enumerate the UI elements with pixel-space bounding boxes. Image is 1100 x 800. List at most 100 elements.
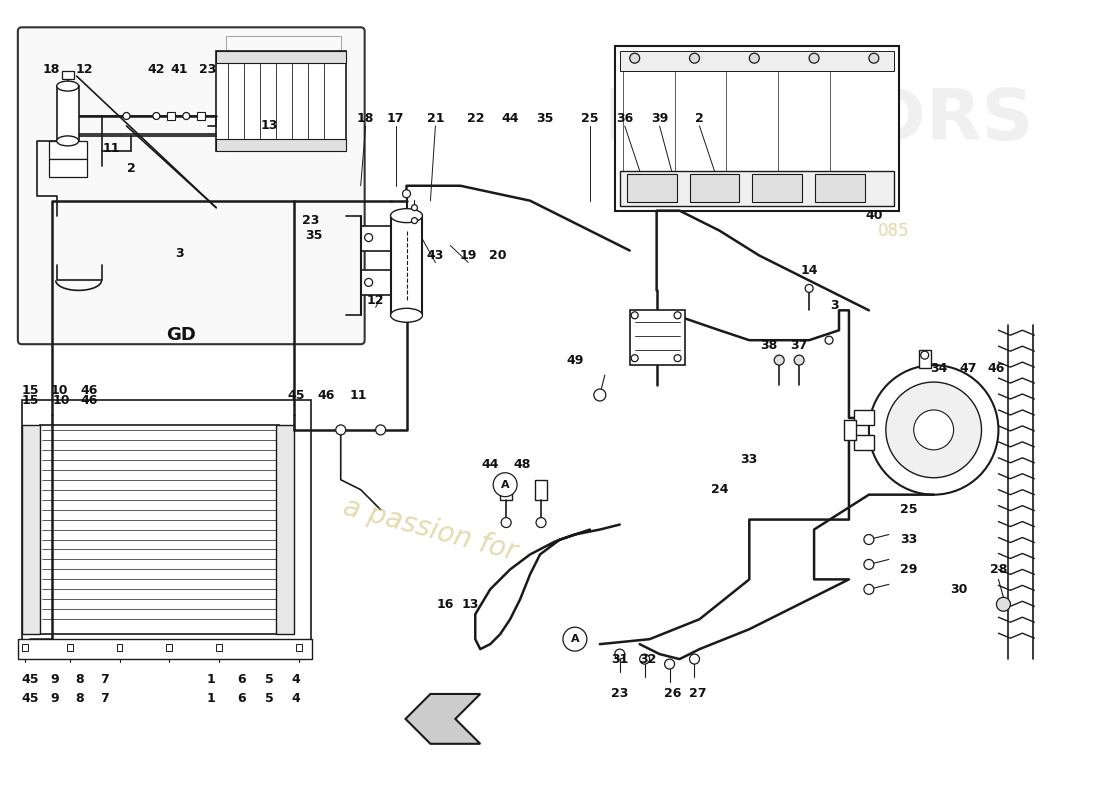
Text: 47: 47 (960, 362, 977, 374)
Text: 27: 27 (689, 687, 706, 701)
Bar (629, 310, 684, 365)
Text: A: A (571, 634, 580, 644)
Bar (40, 425, 279, 634)
Text: 49: 49 (566, 354, 584, 366)
Bar (690, 174, 739, 202)
Circle shape (640, 654, 650, 664)
Circle shape (869, 365, 999, 494)
Text: 43: 43 (427, 249, 444, 262)
Circle shape (615, 649, 625, 659)
Text: 45: 45 (21, 673, 38, 686)
Circle shape (502, 518, 512, 527)
Circle shape (493, 473, 517, 497)
Bar (197, 112, 206, 120)
Text: 23: 23 (612, 687, 628, 701)
Circle shape (364, 234, 373, 242)
Circle shape (825, 336, 833, 344)
Bar (167, 112, 175, 120)
Text: 46: 46 (81, 394, 98, 406)
Ellipse shape (57, 136, 78, 146)
Bar (62, 71, 74, 79)
Text: 9: 9 (51, 693, 59, 706)
Bar (535, 480, 547, 500)
Text: 22: 22 (466, 113, 484, 126)
Bar (918, 350, 931, 368)
Text: 13: 13 (261, 119, 277, 133)
Ellipse shape (390, 209, 422, 222)
Circle shape (631, 312, 638, 318)
Text: 7: 7 (100, 673, 109, 686)
Text: 40: 40 (865, 209, 882, 222)
Text: 3: 3 (175, 247, 184, 260)
Text: 41: 41 (170, 62, 188, 76)
Text: 14: 14 (801, 264, 817, 277)
Bar (276, 425, 294, 634)
Circle shape (411, 218, 418, 224)
Text: 44: 44 (502, 113, 519, 126)
Text: 4: 4 (292, 673, 300, 686)
Text: 28: 28 (990, 563, 1008, 576)
Bar (296, 644, 301, 651)
Text: a passion for: a passion for (340, 493, 520, 566)
Text: 8: 8 (75, 693, 84, 706)
Bar (500, 480, 513, 500)
Text: 24: 24 (711, 483, 728, 496)
Text: 48: 48 (514, 458, 531, 471)
Text: 31: 31 (612, 653, 628, 666)
Circle shape (690, 654, 700, 664)
Text: 20: 20 (490, 249, 507, 262)
Ellipse shape (390, 308, 422, 322)
Bar (22, 425, 40, 634)
Text: 10: 10 (51, 383, 68, 397)
Text: 5: 5 (265, 673, 274, 686)
Text: 7: 7 (100, 693, 109, 706)
FancyBboxPatch shape (18, 27, 364, 344)
Bar (22, 644, 28, 651)
Circle shape (403, 190, 410, 198)
Circle shape (664, 659, 674, 669)
Text: 6: 6 (236, 673, 245, 686)
Text: 3: 3 (829, 299, 838, 312)
Text: 12: 12 (76, 62, 94, 76)
Circle shape (864, 534, 873, 545)
Circle shape (631, 354, 638, 362)
Bar (166, 644, 173, 651)
Circle shape (563, 627, 587, 651)
Text: 45: 45 (287, 389, 305, 402)
Text: 46: 46 (988, 362, 1005, 374)
Text: 30: 30 (950, 583, 967, 596)
Text: 085: 085 (878, 222, 910, 239)
Circle shape (536, 518, 546, 527)
Text: 23: 23 (198, 62, 216, 76)
Text: 36: 36 (616, 113, 634, 126)
Bar (390, 216, 422, 315)
Text: 39: 39 (651, 113, 668, 126)
Circle shape (914, 410, 954, 450)
Bar (217, 51, 345, 151)
Bar (854, 410, 873, 425)
Circle shape (864, 584, 873, 594)
Text: 44: 44 (482, 458, 499, 471)
Text: 19: 19 (460, 249, 477, 262)
Text: A: A (500, 480, 509, 490)
Text: 46: 46 (81, 383, 98, 397)
Polygon shape (406, 694, 481, 744)
Circle shape (774, 355, 784, 365)
Text: 33: 33 (740, 454, 758, 466)
Text: 11: 11 (102, 142, 120, 155)
Text: 11: 11 (350, 389, 367, 402)
Circle shape (674, 354, 681, 362)
Bar (22, 400, 311, 659)
Text: 6: 6 (236, 693, 245, 706)
Text: 2: 2 (695, 113, 704, 126)
Bar (854, 435, 873, 450)
Circle shape (629, 54, 640, 63)
Text: 23: 23 (302, 214, 319, 227)
Bar (752, 174, 802, 202)
Circle shape (690, 54, 700, 63)
Bar (117, 644, 122, 651)
Text: 37: 37 (791, 338, 807, 352)
Circle shape (411, 205, 418, 210)
Circle shape (921, 351, 928, 359)
Text: 4: 4 (292, 693, 300, 706)
